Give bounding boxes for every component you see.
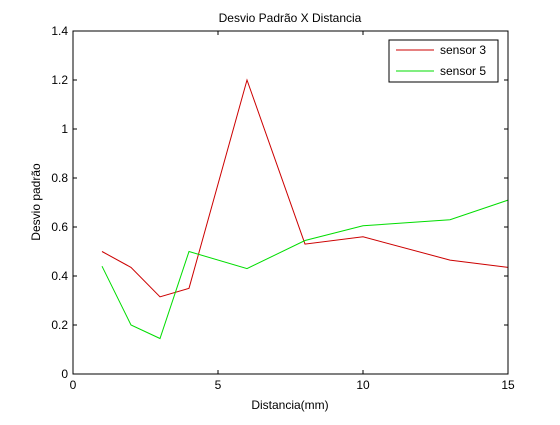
- legend-box: [388, 39, 499, 83]
- x-tick-label: 15: [501, 378, 515, 392]
- series-layer: [101, 78, 509, 340]
- y-tick-label: 1.2: [51, 73, 68, 87]
- y-tick-label: 1.4: [51, 24, 68, 38]
- legend-label-sensor-3: sensor 3: [440, 43, 486, 57]
- ticks-layer: 0 5 10 15 0 0.2 0.4 0.6 0.8 1 1.2 1.4: [51, 24, 515, 392]
- y-axis-label: Desvio padrão: [29, 163, 43, 241]
- x-tick-label: 5: [215, 378, 222, 392]
- y-tick-label: 0.4: [51, 269, 68, 283]
- x-tick-label: 0: [70, 378, 77, 392]
- series-line-sensor-5: [101, 199, 509, 340]
- plot-frame: [72, 30, 509, 375]
- y-tick-label: 0.6: [51, 220, 68, 234]
- x-axis-label: Distancia(mm): [251, 398, 328, 412]
- y-tick-label: 1: [61, 122, 68, 136]
- legend: sensor 3 sensor 5: [388, 39, 499, 83]
- y-tick-label: 0.2: [51, 318, 68, 332]
- chart-title: Desvio Padrão X Distancia: [219, 11, 362, 25]
- y-tick-label: 0.8: [51, 171, 68, 185]
- series-line-sensor-3: [101, 78, 509, 298]
- legend-label-sensor-5: sensor 5: [440, 64, 486, 78]
- y-tick-label: 0: [61, 367, 68, 381]
- x-tick-label: 10: [356, 378, 370, 392]
